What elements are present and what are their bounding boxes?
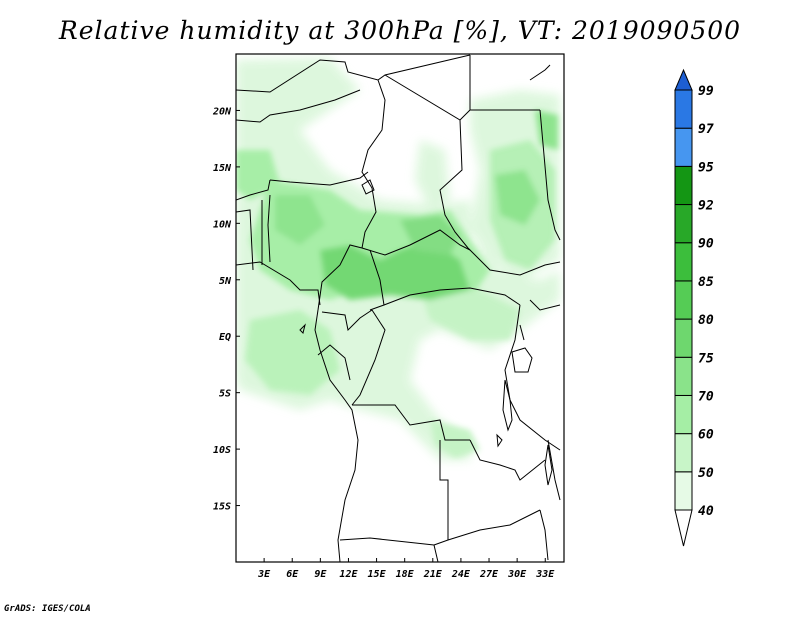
colorbar-segment (674, 394, 693, 435)
grads-credit: GrADS: IGES/COLA (4, 604, 91, 614)
colorbar-label: 40 (698, 504, 714, 519)
border-drc-zambia (469, 439, 546, 481)
x-tick-label: 30E (507, 569, 527, 580)
lake-victoria (511, 347, 533, 373)
colorbar-over-arrow (674, 68, 693, 91)
border-mali-niger (236, 89, 361, 123)
border-libya-chad (384, 74, 471, 121)
border-ghana-togo (236, 209, 254, 271)
y-tick-label: 15S (213, 502, 231, 513)
humidity-region-nile (415, 140, 450, 210)
colorbar-label: 92 (698, 199, 714, 214)
y-axis-ticks: 20N 15N 10N 5N EQ 5S 10S 15S (212, 106, 240, 513)
lake-malawi (544, 444, 553, 486)
humidity-field (236, 58, 560, 460)
x-tick-label: 9E (314, 569, 327, 580)
colorbar-label: 99 (698, 84, 714, 99)
x-tick-label: 21E (423, 569, 443, 580)
border-chad-sudan (439, 119, 469, 249)
map-frame (235, 53, 565, 563)
y-tick-label: EQ (219, 332, 231, 343)
border-congo-drc (351, 309, 386, 406)
y-tick-label: 5S (219, 389, 231, 400)
humidity-peak-cameroon (320, 240, 470, 300)
colorbar-segment (674, 433, 693, 473)
country-boundaries (236, 54, 561, 562)
colorbar-segment (674, 204, 693, 244)
x-tick-label: 3E (257, 569, 271, 580)
colorbar-label: 80 (698, 313, 714, 328)
colorbar-label: 90 (698, 237, 714, 252)
colorbar-label: 85 (698, 275, 714, 290)
colorbar: 40 50 60 70 75 80 85 90 92 95 97 99 (674, 68, 714, 547)
border-namibia-botswana (433, 544, 439, 562)
x-tick-label: 18E (396, 569, 415, 580)
border-chad-car (361, 229, 471, 256)
border-south-sudan-drc (489, 291, 521, 306)
colorbar-label: 97 (698, 122, 714, 137)
colorbar-segment (674, 318, 693, 358)
border-angola-namibia (339, 537, 435, 546)
y-tick-label: 20N (212, 106, 232, 117)
humidity-peak-nigeria (275, 195, 325, 245)
x-axis-ticks: 3E 6E 9E 12E 15E 18E 21E 24E 27E 30E 33E (257, 558, 555, 580)
lake-albert (519, 324, 525, 341)
colorbar-segment (674, 127, 693, 167)
border-niger-nigeria (269, 171, 369, 186)
lake-mweru (496, 433, 503, 448)
y-tick-label: 10N (213, 219, 232, 230)
x-tick-label: 6E (286, 569, 299, 580)
x-tick-label: 24E (451, 569, 471, 580)
map-title: Relative humidity at 300hPa [%], VT: 201… (58, 16, 742, 45)
colorbar-label: 50 (698, 466, 714, 481)
colorbar-segment (674, 89, 693, 129)
border-sudan-south-sudan (467, 247, 561, 276)
border-car-drc (383, 287, 491, 306)
y-tick-label: 15N (213, 163, 232, 174)
border-burkina (236, 179, 271, 201)
x-tick-label: 27E (479, 569, 499, 580)
border-drc-angola (352, 404, 470, 441)
red-sea-coast (529, 64, 551, 81)
lake-tanganyika (502, 379, 513, 432)
x-tick-label: 12E (339, 569, 358, 580)
colorbar-segment (674, 280, 693, 320)
humidity-core-gabon (245, 310, 340, 395)
border-malawi (547, 439, 561, 501)
x-tick-label: 15E (368, 569, 387, 580)
border-zambia-south (447, 509, 541, 541)
colorbar-under-arrow (674, 509, 693, 547)
border-cameroon-car (369, 249, 385, 311)
colorbar-label: 70 (698, 389, 714, 404)
colorbar-segment (674, 242, 693, 282)
colorbar-segment (674, 165, 693, 206)
y-tick-label: 10S (213, 445, 231, 456)
colorbar-segment (674, 471, 693, 511)
y-tick-label: 5N (219, 276, 232, 287)
border-angola-zambia (433, 440, 449, 546)
humidity-core-drc (420, 290, 520, 340)
border-algeria-niger (236, 54, 471, 93)
bioko-island (299, 323, 306, 334)
border-nigeria-cameroon (317, 244, 363, 311)
border-congo-gabon (321, 309, 373, 332)
border-tanzania (509, 399, 561, 451)
colorbar-label: 75 (698, 351, 714, 366)
border-benin-nigeria (267, 194, 271, 263)
border-mozambique (539, 509, 549, 561)
colorbar-label: 95 (698, 160, 714, 175)
colorbar-segment (674, 356, 693, 396)
coast-west-gulf (236, 261, 321, 306)
x-tick-label: 33E (535, 569, 555, 580)
border-drc-uganda (504, 304, 521, 401)
border-ethiopia-sudan (539, 109, 561, 241)
border-niger-chad (361, 79, 386, 249)
border-kenya-uganda (529, 299, 561, 311)
coast-gabon-angola (314, 309, 359, 562)
humidity-peak-sudan (495, 170, 540, 225)
border-gabon-south (317, 344, 351, 381)
lake-chad (361, 179, 375, 195)
colorbar-label: 60 (698, 428, 714, 443)
